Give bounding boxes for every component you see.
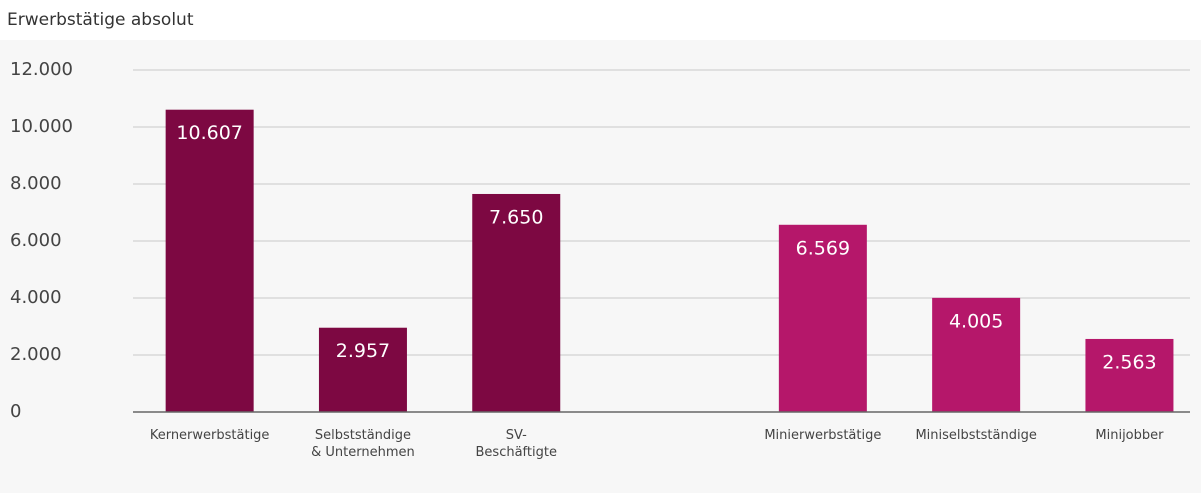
x-tick-label: Minierwerbstätige	[764, 428, 882, 443]
y-tick-label: 12.000	[10, 59, 73, 80]
bar	[778, 224, 867, 412]
y-tick-label: 2.000	[10, 344, 62, 365]
x-tick-label: Kernerwerbstätige	[149, 428, 270, 443]
x-tick-label: Minijobber	[1095, 428, 1164, 443]
chart-title: Erwerbstätige absolut	[7, 10, 194, 30]
bar	[472, 193, 561, 412]
y-tick-label: 4.000	[10, 287, 62, 308]
y-tick-label: 6.000	[10, 230, 62, 251]
x-tick-label: Miniselbstständige	[915, 428, 1037, 443]
bar	[165, 109, 254, 412]
value-label: 2.563	[1102, 351, 1156, 373]
value-label: 4.005	[949, 310, 1003, 332]
value-label: 2.957	[336, 340, 390, 362]
value-label: 7.650	[489, 206, 543, 228]
bar	[1085, 338, 1174, 412]
bar	[318, 327, 407, 412]
x-tick-label: Selbstständige & Unternehmen	[311, 428, 415, 460]
x-tick-label: SV- Beschäftigte	[475, 428, 557, 460]
y-tick-label: 0	[10, 401, 21, 422]
y-tick-label: 10.000	[10, 116, 73, 137]
value-label: 10.607	[176, 122, 242, 144]
y-tick-label: 8.000	[10, 173, 62, 194]
bar	[932, 297, 1021, 412]
value-label: 6.569	[796, 237, 850, 259]
